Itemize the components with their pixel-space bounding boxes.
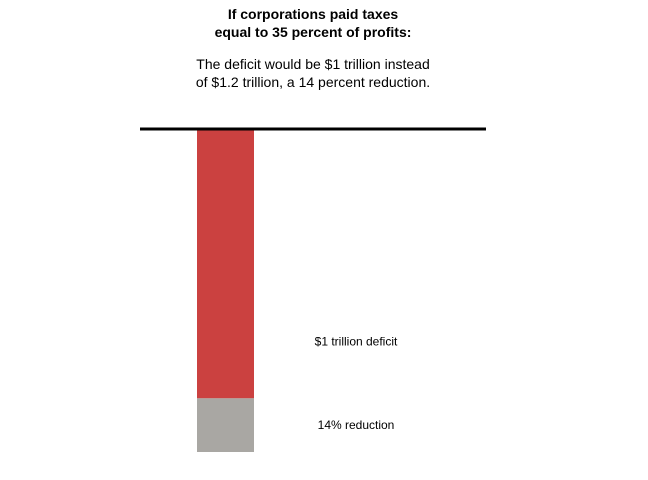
bar-group: [197, 130, 254, 452]
reduction-bar-segment: [197, 398, 254, 452]
chart-title: If corporations paid taxes equal to 35 p…: [0, 5, 626, 41]
chart-subtitle: The deficit would be $1 trillion instead…: [0, 55, 626, 91]
chart-subtitle-line-2: of $1.2 trillion, a 14 percent reduction…: [195, 74, 431, 90]
reduction-segment-label: 14% reduction: [318, 418, 395, 432]
chart-subtitle-line-1: The deficit would be $1 trillion instead: [196, 56, 430, 72]
chart-title-line-2: equal to 35 percent of profits:: [214, 24, 412, 40]
chart-title-line-1: If corporations paid taxes: [227, 6, 399, 22]
deficit-bar-segment: [197, 130, 254, 399]
segment-label-group: $1 trillion deficit 14% reduction: [315, 334, 398, 432]
deficit-segment-label: $1 trillion deficit: [315, 334, 398, 348]
